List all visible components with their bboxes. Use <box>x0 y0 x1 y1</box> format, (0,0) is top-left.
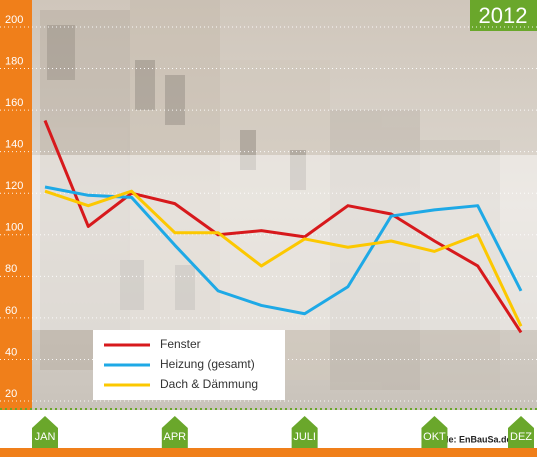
y-tick-label: 160 <box>5 97 23 109</box>
building-shapes <box>40 0 500 390</box>
badge: 2012 <box>479 3 528 28</box>
x-tick-tag <box>508 416 534 448</box>
x-tick-label: DEZ <box>510 431 532 443</box>
x-axis-band <box>0 448 537 457</box>
legend-label: Dach & Dämmung <box>160 377 258 391</box>
light-band <box>32 155 537 330</box>
y-tick-label: 120 <box>5 180 23 192</box>
series-line <box>44 185 523 316</box>
series-line <box>44 189 523 327</box>
legend-label: Fenster <box>160 337 201 351</box>
x-tick-tag <box>291 416 318 448</box>
y-tick-label: 80 <box>5 263 17 275</box>
x-tick-tag <box>421 416 448 448</box>
series-line <box>43 119 523 334</box>
x-tick-label: OKT <box>423 431 446 443</box>
y-tick-label: 140 <box>5 139 23 151</box>
y-tick-label: 200 <box>5 14 23 26</box>
badge-box <box>470 0 537 31</box>
y-tick-label: 180 <box>5 55 23 67</box>
y-tick-label: 100 <box>5 222 23 234</box>
legend-label: Heizung (gesamt) <box>160 357 255 371</box>
y-tick-label: 20 <box>5 388 17 400</box>
source: Quelle: EnBauSa.de <box>426 434 512 444</box>
x-tick-tag <box>32 416 58 448</box>
x-tick-tag <box>161 416 188 448</box>
y-tick-label: 60 <box>5 305 17 317</box>
y-tick-label: 40 <box>5 346 17 358</box>
x-tick-label: JULI <box>293 431 316 443</box>
x-tick-label: JAN <box>35 431 56 443</box>
x-tick-label: APR <box>164 431 187 443</box>
